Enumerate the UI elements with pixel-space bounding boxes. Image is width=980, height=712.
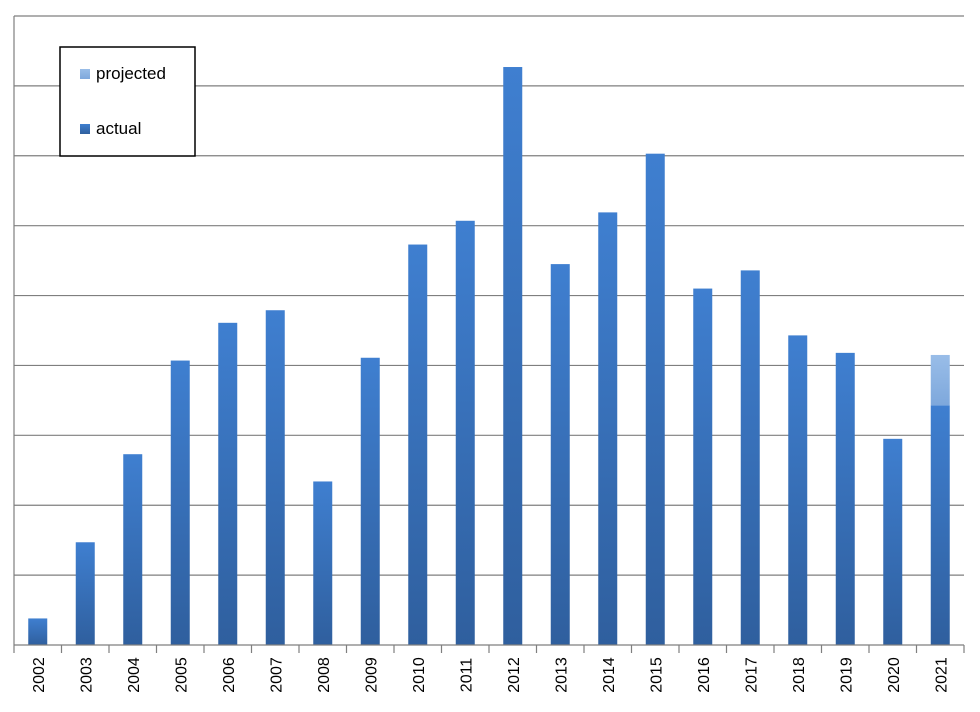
bar-actual-2008 [313, 481, 333, 645]
legend: projected actual [59, 46, 196, 157]
x-tick-label-2014: 2014 [601, 657, 618, 693]
x-tick-label-2010: 2010 [411, 657, 428, 693]
legend-label-actual: actual [96, 119, 141, 138]
bar-actual-2006 [218, 322, 238, 645]
bar-actual-2018 [788, 335, 808, 645]
x-tick-label-2008: 2008 [316, 657, 333, 693]
bar-actual-2002 [28, 618, 48, 645]
x-tick-label-2018: 2018 [791, 657, 808, 693]
axes [13, 16, 965, 653]
legend-label-projected: projected [96, 64, 166, 83]
x-tick-labels: 2002 2003 2004 2005 2006 2007 2008 2009 2010 2011… [31, 657, 951, 693]
bar-actual-2021 [930, 405, 950, 645]
bar-actual-2019 [835, 352, 855, 645]
bar-actual-2014 [598, 212, 618, 646]
x-tick-label-2019: 2019 [838, 657, 855, 693]
bar-actual-2016 [693, 288, 713, 645]
x-tick-label-2016: 2016 [696, 657, 713, 693]
bar-actual-2013 [550, 264, 570, 645]
x-tick-label-2007: 2007 [268, 657, 285, 693]
x-tick-label-2003: 2003 [78, 657, 95, 693]
x-tick-label-2002: 2002 [31, 657, 48, 693]
x-tick-label-2005: 2005 [173, 657, 190, 693]
bar-actual-2011 [455, 220, 475, 645]
bar-actual-2004 [123, 454, 143, 645]
bar-actual-2017 [740, 270, 760, 645]
bar-actual-2012 [503, 67, 523, 645]
legend-swatch-projected [80, 69, 90, 79]
legend-swatch-actual [80, 124, 90, 134]
bar-actual-2015 [645, 153, 665, 646]
x-tick-label-2011: 2011 [458, 658, 475, 693]
x-tick-label-2013: 2013 [553, 657, 570, 693]
x-tick-label-2009: 2009 [363, 657, 380, 693]
x-tick-label-2020: 2020 [886, 657, 903, 693]
bar-actual-2003 [75, 542, 95, 645]
bar-actual-2005 [170, 360, 190, 645]
bar-actual-2020 [883, 438, 903, 645]
legend-box [59, 46, 196, 157]
bars [28, 67, 950, 646]
x-tick-label-2006: 2006 [221, 657, 238, 693]
bar-projected-2021 [930, 354, 950, 406]
x-tick-label-2021: 2021 [933, 657, 950, 693]
bar-actual-2010 [408, 244, 428, 645]
x-tick-label-2015: 2015 [648, 657, 665, 693]
x-tick-label-2004: 2004 [126, 657, 143, 693]
x-tick-label-2017: 2017 [743, 657, 760, 693]
x-tick-label-2012: 2012 [506, 657, 523, 693]
bar-actual-2009 [360, 357, 380, 645]
bar-actual-2007 [265, 310, 285, 645]
